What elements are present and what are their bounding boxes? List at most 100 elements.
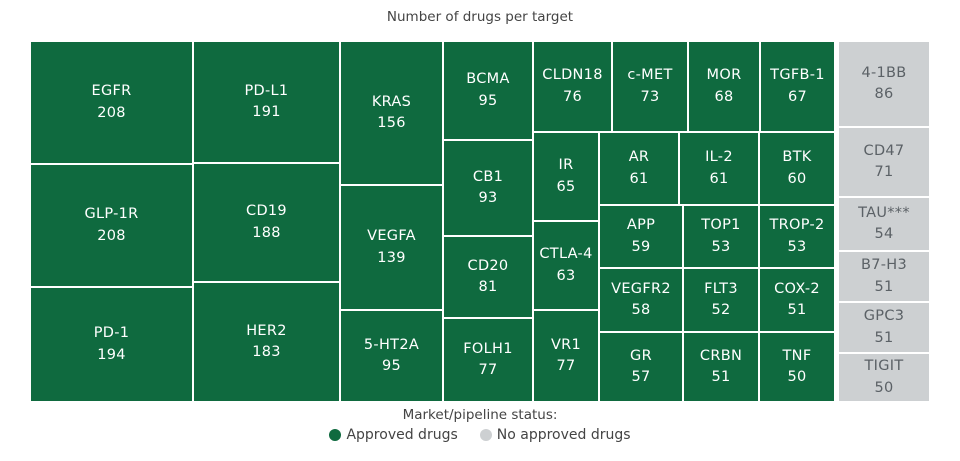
cell-value: 86 [874, 86, 894, 102]
cell-value: 51 [874, 278, 894, 295]
cell-label: CLDN18 [542, 67, 603, 84]
cell-value: 77 [556, 358, 576, 374]
treemap-cell: CD19 188 [193, 163, 340, 282]
cell-label: CD19 [246, 203, 287, 220]
cell-value: 81 [478, 279, 498, 295]
cell-label: TOP1 [701, 217, 741, 234]
treemap-cell: BCMA 95 [443, 41, 533, 140]
cell-label: VR1 [550, 336, 582, 353]
legend-swatch-none [479, 429, 492, 441]
legend-label-approved: Approved drugs [346, 427, 458, 443]
treemap-cell: APP 59 [599, 205, 683, 268]
cell-label: CD20 [467, 257, 509, 274]
cell-label: PD-1 [93, 325, 130, 342]
legend: Market/pipeline status: Approved drugs N… [0, 407, 960, 443]
treemap-cell: CB1 93 [443, 140, 533, 236]
cell-label: 5-HT2A [363, 336, 420, 353]
treemap-cell: CTLA-4 63 [533, 221, 599, 310]
cell-label: EGFR [91, 83, 132, 100]
cell-value: 60 [787, 170, 807, 187]
cell-label: CTLA-4 [539, 246, 593, 263]
treemap-cell: TROP-2 53 [759, 205, 835, 268]
treemap-cell: GPC3 51 [838, 302, 930, 353]
treemap-cell: MOR 68 [688, 41, 760, 132]
treemap-cell: VEGFR2 58 [599, 268, 683, 332]
treemap-cell: GR 57 [599, 332, 683, 402]
treemap-cell: 5-HT2A 95 [340, 310, 443, 402]
cell-label: VEGFA [367, 228, 416, 245]
cell-label: c-MET [627, 67, 673, 84]
cell-label: IR [558, 157, 574, 174]
cell-label: GR [630, 347, 652, 364]
treemap-cell: TNF 50 [759, 332, 835, 402]
treemap-cell: CD20 81 [443, 236, 533, 318]
cell-value: 54 [874, 226, 894, 242]
treemap-cell: 4-1BB 86 [838, 41, 930, 127]
treemap-cell: VEGFA 139 [340, 185, 443, 310]
cell-label: B7-H3 [860, 257, 908, 274]
cell-label: TIGIT [864, 358, 904, 375]
cell-value: 208 [97, 104, 126, 121]
treemap-cell: PD-1 194 [30, 287, 193, 402]
cell-value: 51 [874, 329, 894, 346]
chart-title: Number of drugs per target [386, 9, 574, 25]
cell-value: 77 [478, 362, 498, 378]
cell-label: BTK [782, 149, 812, 166]
cell-value: 53 [787, 238, 807, 255]
cell-value: 71 [874, 164, 894, 180]
cell-label: KRAS [371, 93, 412, 110]
cell-value: 73 [640, 88, 660, 105]
cell-label: COX-2 [774, 280, 820, 297]
treemap-cell: B7-H3 51 [838, 251, 930, 302]
cell-label: PD-L1 [244, 82, 289, 99]
cell-label: FLT3 [704, 280, 738, 297]
cell-label: GPC3 [863, 308, 905, 325]
cell-value: 208 [97, 227, 126, 244]
cell-label: TGFB-1 [770, 67, 825, 84]
cell-label: TROP-2 [769, 217, 825, 234]
cell-label: GLP-1R [84, 206, 139, 223]
treemap-cell: COX-2 51 [759, 268, 835, 332]
treemap-cell: TOP1 53 [683, 205, 759, 268]
cell-value: 61 [629, 170, 649, 187]
legend-swatch-approved [329, 429, 342, 441]
cell-value: 194 [97, 346, 126, 363]
cell-label: HER2 [246, 322, 287, 339]
treemap-cell: EGFR 208 [30, 41, 193, 164]
treemap-cell: BTK 60 [759, 132, 835, 205]
treemap-cell: TIGIT 50 [838, 353, 930, 402]
treemap-cell: VR1 77 [533, 310, 599, 402]
cell-value: 139 [377, 249, 406, 266]
treemap-cell: c-MET 73 [612, 41, 688, 132]
cell-value: 95 [381, 358, 402, 374]
cell-value: 67 [787, 88, 808, 105]
cell-label: CRBN [699, 347, 743, 364]
cell-value: 65 [556, 178, 576, 195]
cell-value: 76 [562, 88, 583, 105]
cell-value: 188 [252, 224, 281, 241]
legend-title: Market/pipeline status: [402, 407, 558, 423]
cell-value: 68 [714, 88, 734, 105]
cell-label: FOLH1 [463, 340, 513, 357]
cell-label: TAU*** [858, 204, 910, 221]
cell-value: 58 [631, 302, 651, 318]
treemap-cell: FLT3 52 [683, 268, 759, 332]
legend-items: Approved drugs No approved drugs [0, 427, 960, 443]
cell-label: IL-2 [705, 149, 733, 166]
treemap-cell: HER2 183 [193, 282, 340, 402]
treemap-cell: IR 65 [533, 132, 599, 221]
cell-value: 51 [787, 302, 807, 318]
treemap-cell: TGFB-1 67 [760, 41, 835, 132]
cell-label: TNF [782, 347, 812, 364]
cell-label: MOR [706, 67, 742, 84]
cell-value: 50 [787, 369, 807, 385]
legend-item-none: No approved drugs [479, 427, 631, 443]
treemap-cell: CLDN18 76 [533, 41, 612, 132]
treemap-cell: GLP-1R 208 [30, 164, 193, 287]
cell-value: 95 [478, 92, 498, 109]
treemap-cell: CRBN 51 [683, 332, 759, 402]
treemap-cell: KRAS 156 [340, 41, 443, 185]
treemap-cell: CD47 71 [838, 127, 930, 197]
cell-value: 183 [252, 344, 281, 360]
